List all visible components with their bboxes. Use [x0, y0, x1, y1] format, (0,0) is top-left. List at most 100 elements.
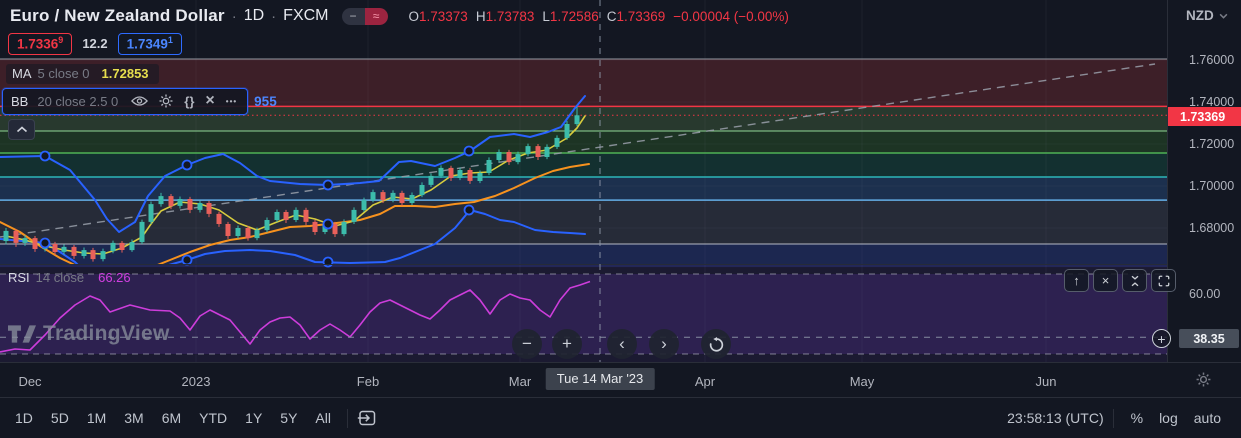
move-pane-up-button[interactable]: ↑	[1064, 269, 1089, 292]
scroll-right-button[interactable]: ›	[649, 329, 679, 359]
ma-indicator-legend[interactable]: MA 5 close 0 1.72853	[6, 64, 159, 84]
close-pane-button[interactable]: ×	[1093, 269, 1118, 292]
add-alert-plus-icon[interactable]: +	[1152, 329, 1171, 348]
minimize-legend-button[interactable]: −	[341, 7, 365, 25]
rsi-axis-label: 60.00	[1189, 287, 1221, 301]
collapse-legend-button[interactable]	[8, 119, 35, 140]
go-to-date-button[interactable]	[357, 408, 377, 428]
time-axis-label: Dec	[18, 374, 42, 389]
range-button-all[interactable]: All	[315, 410, 331, 426]
eye-icon[interactable]	[131, 95, 149, 107]
time-axis[interactable]: Tue 14 Mar '23 Dec 2023 Feb Mar Apr May Jun	[0, 362, 1241, 397]
sr-zone	[0, 200, 1167, 244]
collapse-icon	[1131, 275, 1138, 286]
log-scale-button[interactable]: log	[1159, 410, 1178, 426]
symbol-header: Euro / New Zealand Dollar · 1D · FXCM − …	[10, 6, 789, 26]
scroll-left-button[interactable]: ‹	[607, 329, 637, 359]
bb-anchor-point	[463, 204, 475, 216]
exchange-label[interactable]: FXCM	[283, 7, 329, 24]
symbol-title[interactable]: Euro / New Zealand Dollar	[10, 6, 225, 25]
toolbar-divider	[1112, 408, 1114, 428]
maximize-icon	[1158, 275, 1169, 286]
rsi-line	[0, 280, 591, 353]
time-axis-label: Jun	[1035, 374, 1057, 389]
rsi-pane-bg	[0, 265, 1167, 362]
bb-legend-box[interactable]: BB 20 close 2.5 0 {} × •••	[2, 88, 249, 115]
percent-scale-button[interactable]: %	[1130, 410, 1144, 426]
currency-selector[interactable]: NZD	[1186, 8, 1228, 23]
bb-anchor-point	[181, 254, 193, 266]
buy-price-button[interactable]: 1.73491	[117, 33, 182, 55]
time-axis-label: May	[849, 374, 875, 389]
reset-icon	[709, 336, 723, 352]
ma-params: 5 close 0	[37, 66, 90, 81]
time-axis-label: Mar	[508, 374, 532, 389]
price-axis[interactable]: 1.73369 38.35 1.76000 1.74000 1.72000 1.700…	[1167, 0, 1241, 362]
close-icon[interactable]: ×	[205, 92, 215, 109]
chevron-down-icon	[1219, 13, 1228, 19]
bb-anchor-point	[39, 150, 51, 162]
source-code-icon[interactable]: {}	[184, 93, 195, 109]
low-value: 1.72586	[549, 8, 599, 24]
price-axis-label: 1.74000	[1189, 95, 1235, 109]
bb-params: 20 close 2.5 0	[37, 93, 119, 109]
last-price-badge: 1.73369	[1168, 107, 1241, 126]
price-axis-label: 1.76000	[1189, 53, 1235, 67]
close-label: C	[606, 8, 617, 24]
range-button-1y[interactable]: 1Y	[245, 410, 263, 426]
title-separator: ·	[231, 7, 237, 25]
zoom-in-button[interactable]: +	[552, 329, 582, 359]
trendline	[0, 63, 1156, 238]
rsi-value: 66.26	[98, 270, 131, 285]
bb-legend-toolbar: {} × •••	[131, 92, 237, 110]
range-button-1m[interactable]: 1M	[86, 410, 107, 426]
toolbar-right-group: 23:58:13 (UTC) % log auto	[1007, 406, 1241, 430]
tradingview-logo-icon	[8, 325, 36, 343]
gear-icon[interactable]	[159, 94, 173, 108]
bb-value-partial: 955	[254, 94, 277, 109]
crosshair-date-badge: Tue 14 Mar '23	[545, 368, 655, 390]
more-options-icon[interactable]: •••	[225, 96, 238, 106]
range-button-6m[interactable]: 6M	[161, 410, 182, 426]
change-value: −0.00004 (−0.00%)	[673, 8, 789, 24]
open-value: 1.73373	[419, 8, 468, 24]
time-axis-settings-gear-icon[interactable]	[1196, 372, 1211, 392]
rsi-indicator-legend[interactable]: RSI 14 close 66.26	[8, 270, 131, 285]
currency-label: NZD	[1186, 8, 1214, 23]
range-button-3m[interactable]: 3M	[124, 410, 144, 426]
chevron-up-icon	[16, 126, 27, 133]
range-button-1d[interactable]: 1D	[15, 410, 33, 426]
range-button-5y[interactable]: 5Y	[280, 410, 298, 426]
ohlc-readout: O1.73373 H1.73783 L1.72586 C1.73369 −0.0…	[409, 9, 789, 24]
chart-plot-area[interactable]	[0, 0, 1167, 362]
collapse-pane-button[interactable]	[1122, 269, 1147, 292]
interval-label[interactable]: 1D	[243, 7, 265, 24]
open-label: O	[408, 8, 420, 24]
sr-zone	[0, 131, 1167, 153]
range-button-ytd[interactable]: YTD	[199, 410, 228, 426]
range-button-5d[interactable]: 5D	[50, 410, 69, 426]
bid-ask-panel: 1.73369 12.2 1.73491	[8, 33, 182, 55]
maximize-pane-button[interactable]	[1151, 269, 1176, 292]
legend-toggle-pill: − ≈	[341, 7, 388, 25]
bb-anchor-point	[181, 159, 193, 171]
sell-price-button[interactable]: 1.73369	[8, 33, 73, 55]
high-value: 1.73783	[485, 8, 535, 24]
rsi-band-bg	[0, 274, 1167, 354]
time-axis-label: Feb	[356, 374, 380, 389]
reset-chart-button[interactable]	[701, 329, 731, 359]
clock-utc[interactable]: 23:58:13 (UTC)	[1007, 410, 1104, 426]
date-range-buttons: 1D 5D 1M 3M 6M YTD 1Y 5Y All	[0, 406, 338, 430]
ask-sup-digit: 1	[167, 35, 173, 45]
auto-scale-button[interactable]: auto	[1193, 410, 1221, 426]
bb-indicator-legend: BB 20 close 2.5 0 {} × ••• 955	[2, 88, 277, 115]
watermark-text: TradingView	[43, 322, 170, 345]
ask-value: 1.7349	[126, 36, 168, 52]
zoom-out-button[interactable]: −	[512, 329, 542, 359]
rsi-name: RSI	[8, 270, 30, 285]
bid-value: 1.7336	[17, 36, 59, 52]
similar-symbols-button[interactable]: ≈	[364, 7, 388, 25]
title-separator: ·	[271, 7, 277, 25]
bb-name: BB	[11, 93, 29, 109]
